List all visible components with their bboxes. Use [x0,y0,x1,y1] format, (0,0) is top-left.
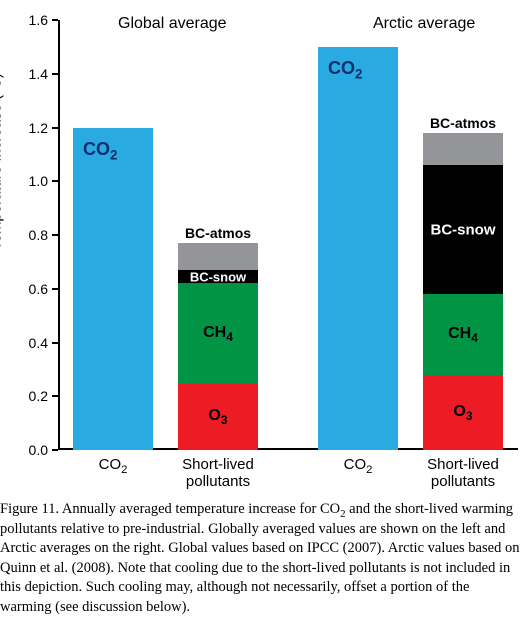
plot-region: 0.00.20.40.60.81.01.21.41.6Global averag… [58,20,518,450]
bar-segment-CH4 [423,294,503,375]
segment-label-BC-atmos: BC-atmos [430,115,496,131]
bar-segment-O3 [423,375,503,450]
y-tick-label: 1.4 [29,66,48,82]
y-tick [52,342,58,344]
y-axis-label: Temperature Increase (°C) [0,73,5,250]
bar-segment-CO2 [73,128,153,451]
y-tick [52,180,58,182]
y-tick-label: 1.6 [29,12,48,28]
bar-segment-O3 [178,383,258,450]
x-category-label: Short-livedpollutants [182,456,254,491]
bar-segment-CO2 [318,47,398,450]
bar-segment-BC-atmos [178,243,258,270]
figure-caption: Figure 11. Annually averaged temperature… [0,500,526,617]
bar-segment-BC-snow [178,270,258,283]
x-category-label: CO2 [99,456,128,473]
y-tick [52,127,58,129]
bar: CO2 [318,47,398,450]
segment-label-BC-atmos: BC-atmos [185,225,251,241]
y-tick-label: 0.8 [29,227,48,243]
y-tick-label: 0.4 [29,335,48,351]
y-tick [52,19,58,21]
bar: O3CH4BC-snowBC-atmos [178,243,258,450]
panel-title: Global average [118,15,227,33]
y-tick [52,395,58,397]
y-tick [52,73,58,75]
panel-title: Arctic average [373,15,475,33]
y-tick [52,234,58,236]
bar-segment-BC-atmos [423,133,503,165]
y-tick-label: 1.0 [29,173,48,189]
x-category-label: CO2 [344,456,373,473]
y-tick [52,288,58,290]
y-tick-label: 1.2 [29,120,48,136]
bar-segment-BC-snow [423,165,503,294]
bar: CO2 [73,128,153,451]
bar: O3CH4BC-snowBC-atmos [423,133,503,450]
y-tick-label: 0.2 [29,388,48,404]
y-tick [52,449,58,451]
x-category-label: Short-livedpollutants [427,456,499,491]
y-tick-label: 0.6 [29,281,48,297]
y-tick-label: 0.0 [29,442,48,458]
y-axis [58,20,60,450]
bar-segment-CH4 [178,283,258,382]
chart-area: Temperature Increase (°C) 0.00.20.40.60.… [0,0,526,500]
